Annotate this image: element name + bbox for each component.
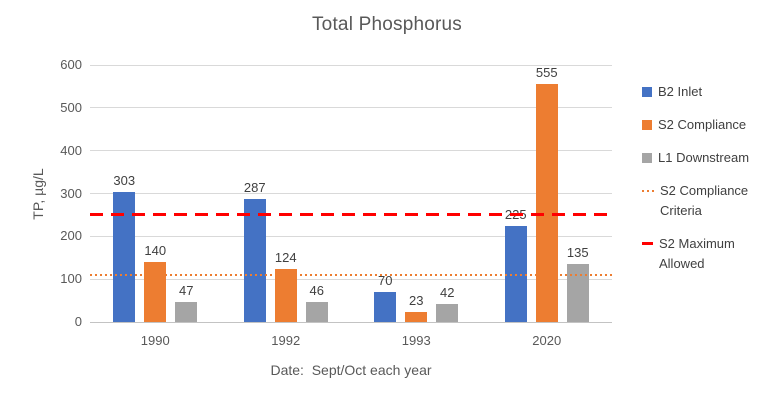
y-tick-label: 0 — [74, 314, 82, 329]
bar-value-label: 23 — [409, 293, 424, 309]
legend-label: S2 Maximum Allowed — [659, 236, 735, 271]
legend-label: S2 Compliance — [658, 117, 747, 132]
legend-item-s2-maximum-allowed: S2 Maximum Allowed — [642, 234, 768, 274]
legend-item-s2-compliance-criteria: S2 Compliance Criteria — [642, 181, 768, 221]
bar-l1-downstream-1993 — [436, 304, 459, 322]
bar-value-label: 47 — [179, 282, 194, 298]
legend-label: L1 Downstream — [658, 150, 750, 165]
bar-b2-inlet-1990 — [113, 192, 136, 322]
legend: B2 Inlet S2 Compliance L1 Downstream S2 Com… — [642, 82, 768, 274]
bar-l1-downstream-1990 — [175, 301, 198, 322]
x-axis-title: Date: Sept/Oct each year — [270, 362, 432, 378]
bar-b2-inlet-2020 — [504, 225, 527, 322]
gridline — [90, 278, 612, 280]
bar-value-label: 555 — [535, 65, 558, 81]
gridline — [90, 235, 612, 237]
bar-value-label: 287 — [243, 180, 266, 196]
gridline — [90, 64, 612, 66]
y-tick-label: 100 — [60, 271, 82, 287]
bar-value-label: 124 — [274, 249, 297, 265]
legend-item-l1-downstream: L1 Downstream — [642, 148, 768, 168]
bar-value-label: 46 — [309, 283, 324, 299]
bar-s2-compliance-2020 — [535, 84, 558, 322]
x-tick-label: 1992 — [271, 333, 301, 348]
bar-value-label: 42 — [440, 285, 455, 300]
bar-value-label: 135 — [566, 245, 589, 261]
legend-line-swatch — [642, 242, 653, 245]
y-tick-label: 300 — [60, 185, 82, 201]
y-tick-label: 400 — [60, 142, 82, 158]
x-tick-label: 2020 — [532, 333, 562, 348]
bar-s2-compliance-1993 — [405, 312, 428, 322]
legend-line-swatch — [642, 190, 654, 192]
bar-value-label: 303 — [113, 173, 136, 189]
gridline — [90, 321, 612, 323]
legend-item-s2-compliance: S2 Compliance — [642, 115, 768, 135]
chart-title: Total Phosphorus — [311, 14, 462, 35]
bar-l1-downstream-2020 — [566, 264, 589, 322]
bar-b2-inlet-1992 — [243, 199, 266, 322]
bar-b2-inlet-1993 — [374, 292, 397, 322]
gridline — [90, 150, 612, 152]
y-tick-label: 500 — [60, 99, 82, 115]
legend-label: B2 Inlet — [658, 84, 703, 99]
legend-color-swatch — [642, 120, 652, 130]
legend-color-swatch — [642, 153, 652, 163]
y-tick-label: 200 — [60, 228, 82, 244]
y-tick-label: 600 — [60, 57, 82, 72]
x-tick-label: 1990 — [140, 333, 170, 348]
gridline — [90, 193, 612, 194]
gridline — [90, 107, 612, 109]
bar-value-label: 140 — [144, 243, 167, 259]
plot-area: 0 100 200 300 400 500 600 303 140 47 1990 287 124 46 1… — [60, 57, 612, 348]
x-tick-label: 1993 — [401, 333, 431, 348]
legend-item-b2-inlet: B2 Inlet — [642, 82, 768, 102]
bar-l1-downstream-1992 — [305, 302, 328, 322]
bar-s2-compliance-1992 — [274, 268, 297, 322]
legend-label: S2 Compliance Criteria — [660, 183, 749, 218]
legend-color-swatch — [642, 87, 652, 97]
bar-value-label: 70 — [378, 273, 393, 289]
reference-line-dotted — [90, 273, 612, 276]
reference-line-dashed — [90, 213, 612, 217]
bar-s2-compliance-1990 — [144, 262, 167, 322]
